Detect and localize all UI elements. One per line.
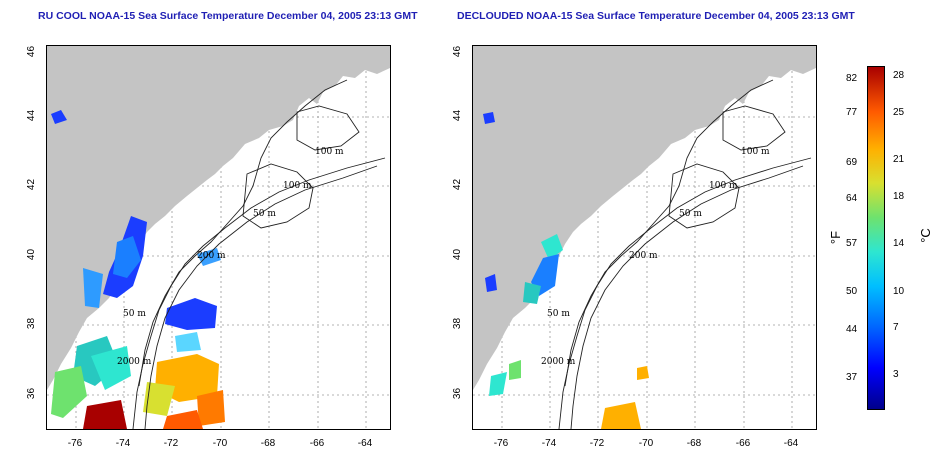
y-tick-label: 40: [452, 248, 464, 261]
contour-label: 50 m: [253, 209, 276, 219]
x-tick-label: -64: [357, 438, 373, 449]
contour-label: 100 m: [741, 147, 770, 157]
y-tick-label: 40: [26, 248, 38, 261]
celsius-tick: 10: [893, 286, 905, 297]
temperature-colorbar: [867, 66, 885, 410]
x-tick-label: -74: [115, 438, 131, 449]
contour-label: 100 m: [283, 181, 312, 191]
left-map-title: RU COOL NOAA-15 Sea Surface Temperature …: [38, 10, 418, 22]
celsius-tick: 14: [893, 238, 905, 249]
contour-label: 50 m: [679, 209, 702, 219]
y-tick-label: 46: [452, 45, 464, 58]
celsius-tick: 7: [893, 322, 899, 333]
x-tick-label: -72: [163, 438, 179, 449]
y-tick-label: 42: [26, 178, 38, 191]
x-tick-label: -68: [260, 438, 276, 449]
fahrenheit-tick: 64: [846, 193, 858, 204]
x-tick-label: -74: [541, 438, 557, 449]
contour-label: 50 m: [123, 309, 146, 319]
y-tick-label: 44: [26, 109, 38, 122]
fahrenheit-tick: 37: [846, 372, 858, 383]
land-mass: [47, 46, 390, 390]
celsius-tick: 3: [893, 369, 899, 380]
y-tick-label: 36: [26, 387, 38, 400]
contour-label: 200 m: [197, 251, 226, 261]
y-tick-label: 38: [26, 317, 38, 330]
land-mass: [473, 46, 816, 390]
fahrenheit-tick: 50: [846, 286, 858, 297]
right-map-title: DECLOUDED NOAA-15 Sea Surface Temperatur…: [457, 10, 855, 22]
bathymetry-contours: [132, 79, 386, 429]
contour-label: 200 m: [629, 251, 658, 261]
contour-label: 2000 m: [117, 357, 152, 367]
celsius-tick: 25: [893, 107, 905, 118]
raw-sst-map-canvas: 100 m 100 m 50 m 200 m 50 m 2000 m: [47, 46, 390, 429]
contour-labels: 100 m 100 m 50 m 200 m 50 m 2000 m: [117, 147, 344, 367]
declouded-sst-map: 100 m 100 m 50 m 200 m 50 m 2000 m: [472, 45, 817, 430]
fahrenheit-tick: 57: [846, 238, 858, 249]
y-tick-label: 44: [452, 109, 464, 122]
contour-label: 2000 m: [541, 357, 576, 367]
celsius-tick: 21: [893, 154, 905, 165]
raw-sst-map: 100 m 100 m 50 m 200 m 50 m 2000 m: [46, 45, 391, 430]
y-tick-label: 46: [26, 45, 38, 58]
fahrenheit-tick: 77: [846, 107, 858, 118]
x-tick-label: -70: [212, 438, 228, 449]
x-tick-label: -70: [638, 438, 654, 449]
x-tick-label: -76: [493, 438, 509, 449]
x-tick-label: -64: [783, 438, 799, 449]
x-tick-label: -68: [686, 438, 702, 449]
x-tick-label: -76: [67, 438, 83, 449]
celsius-tick: 18: [893, 191, 905, 202]
contour-label: 50 m: [547, 309, 570, 319]
fahrenheit-tick: 44: [846, 324, 858, 335]
fahrenheit-unit-label: °F: [828, 230, 844, 245]
sst-patches: [483, 112, 649, 429]
y-tick-label: 38: [452, 317, 464, 330]
contour-labels: 100 m 100 m 50 m 200 m 50 m 2000 m: [541, 147, 770, 367]
sst-patches: [51, 110, 225, 429]
x-tick-label: -66: [735, 438, 751, 449]
bathymetry-contours: [558, 79, 812, 429]
celsius-unit-label: °C: [917, 228, 933, 243]
y-tick-label: 36: [452, 387, 464, 400]
y-tick-label: 42: [452, 178, 464, 191]
fahrenheit-tick: 69: [846, 157, 858, 168]
declouded-sst-map-canvas: 100 m 100 m 50 m 200 m 50 m 2000 m: [473, 46, 816, 429]
fahrenheit-tick: 82: [846, 73, 858, 84]
contour-label: 100 m: [709, 181, 738, 191]
contour-label: 100 m: [315, 147, 344, 157]
x-tick-label: -66: [309, 438, 325, 449]
celsius-tick: 28: [893, 70, 905, 81]
x-tick-label: -72: [589, 438, 605, 449]
